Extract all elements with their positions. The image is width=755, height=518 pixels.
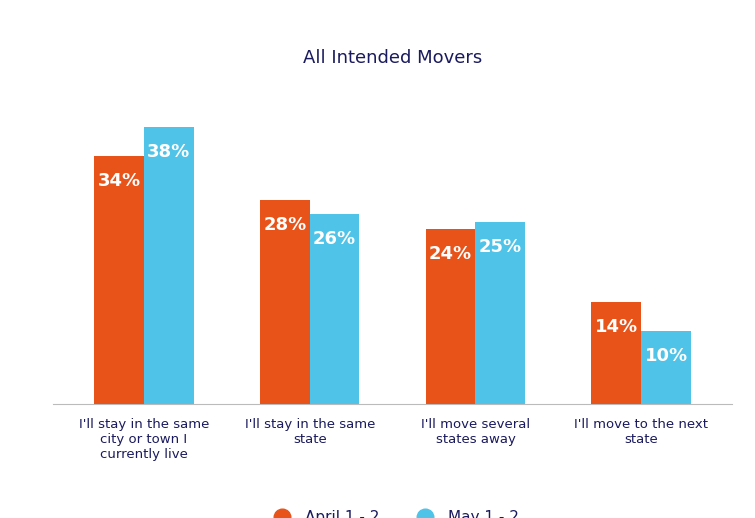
Bar bbox=[260, 199, 310, 404]
Bar bbox=[144, 127, 194, 404]
Text: 10%: 10% bbox=[645, 347, 688, 365]
Bar bbox=[476, 222, 525, 404]
Bar bbox=[426, 229, 476, 404]
Text: 28%: 28% bbox=[263, 215, 307, 234]
Text: How Far Do You Plan on Moving: How Far Do You Plan on Moving bbox=[142, 24, 613, 51]
Text: 34%: 34% bbox=[97, 172, 140, 190]
Text: 25%: 25% bbox=[479, 238, 522, 255]
Title: All Intended Movers: All Intended Movers bbox=[303, 49, 482, 67]
Text: 26%: 26% bbox=[313, 231, 356, 248]
Bar bbox=[310, 214, 359, 404]
Text: 38%: 38% bbox=[147, 143, 190, 161]
Text: 14%: 14% bbox=[595, 318, 638, 336]
Bar bbox=[591, 302, 641, 404]
Legend: April 1 - 2, May 1 - 2: April 1 - 2, May 1 - 2 bbox=[260, 504, 525, 518]
Bar bbox=[94, 156, 144, 404]
Bar bbox=[641, 331, 691, 404]
Text: 24%: 24% bbox=[429, 245, 472, 263]
